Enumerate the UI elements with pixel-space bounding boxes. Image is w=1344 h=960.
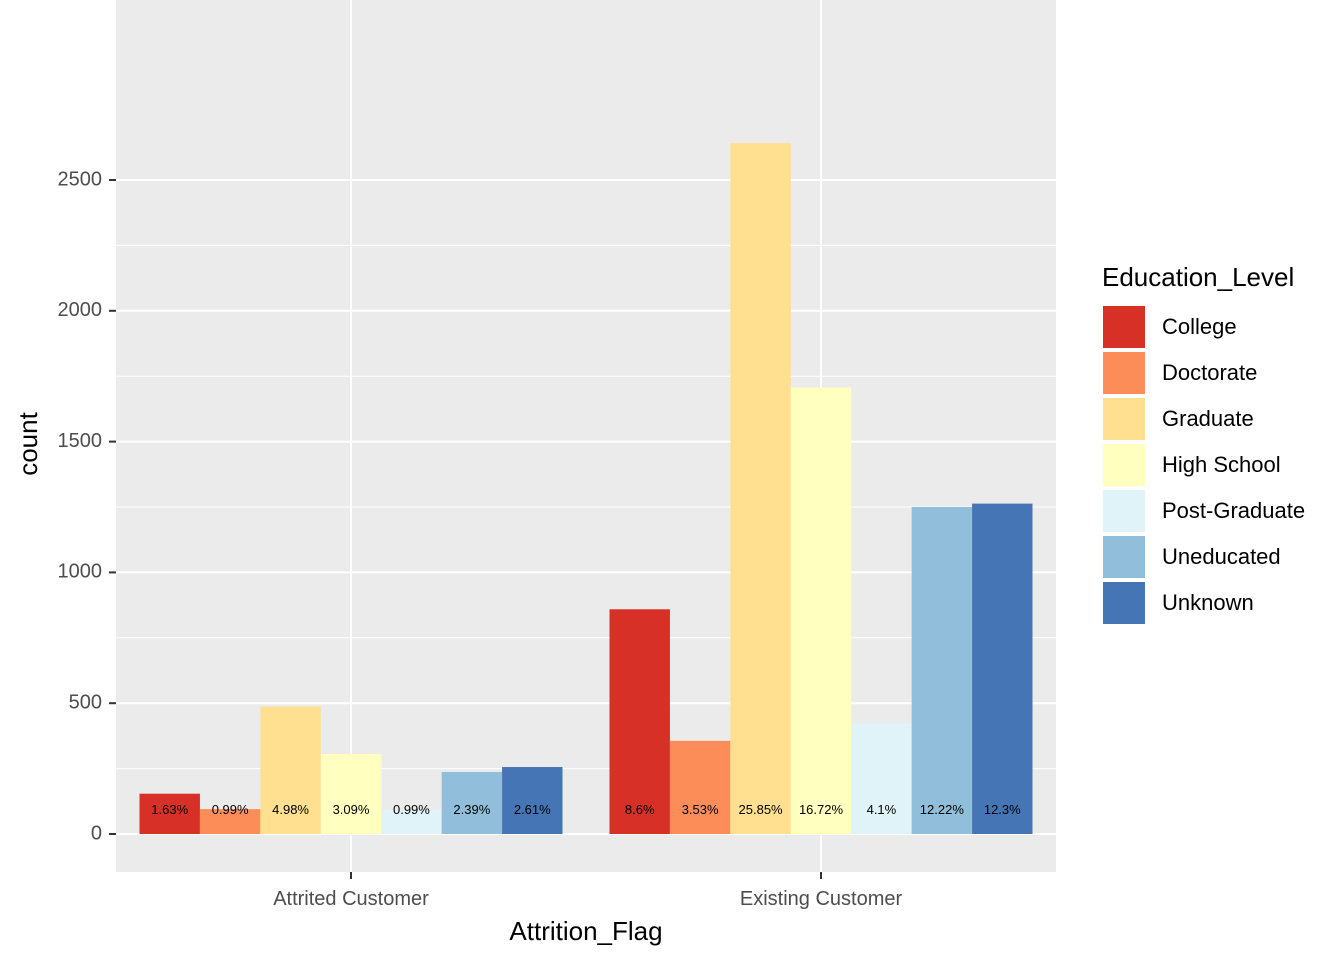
bar-labels: 1.63% 8.6% 0.99% 3.53% 4.98% 25.85% 3.09% 16.72… — [151, 802, 1021, 817]
bars — [139, 143, 1033, 835]
legend-swatch — [1103, 306, 1145, 348]
legend: Education_Level College Doctorate Graduate… — [1102, 262, 1305, 624]
x-axis-title: Attrition_Flag — [509, 916, 662, 946]
y-tick-label: 500 — [69, 691, 102, 713]
major-gridlines — [116, 0, 1056, 872]
bar — [139, 793, 200, 834]
legend-swatch — [1103, 444, 1145, 486]
bar — [911, 507, 973, 834]
bar-value-label: 4.1% — [867, 802, 897, 817]
bar-value-label: 25.85% — [739, 802, 784, 817]
bar-value-label: 3.53% — [682, 802, 719, 817]
bar — [441, 772, 503, 834]
y-axis-title: count — [13, 411, 43, 475]
bar — [320, 753, 382, 834]
bar-value-label: 0.99% — [212, 802, 249, 817]
legend-label: High School — [1162, 452, 1281, 477]
legend-label: Post-Graduate — [1162, 498, 1305, 523]
x-tick-label: Existing Customer — [740, 888, 903, 910]
bar — [669, 740, 731, 834]
bar-value-label: 3.09% — [333, 802, 370, 817]
legend-swatch — [1103, 582, 1145, 624]
x-tick-label: Attrited Customer — [273, 888, 429, 910]
bar — [730, 143, 791, 835]
bar-value-label: 8.6% — [625, 802, 655, 817]
legend-items: College Doctorate Graduate High School Post-… — [1103, 306, 1305, 624]
legend-swatch — [1103, 490, 1145, 532]
bar-value-label: 4.98% — [272, 802, 309, 817]
y-axis: 0 500 1000 1500 2000 2500 — [58, 168, 116, 844]
y-tick-label: 2500 — [58, 168, 103, 190]
legend-swatch — [1103, 536, 1145, 578]
legend-swatch — [1103, 398, 1145, 440]
y-tick-label: 2000 — [58, 299, 103, 321]
bar-value-label: 12.3% — [984, 802, 1021, 817]
bar-value-label: 1.63% — [151, 802, 188, 817]
y-tick-label: 1500 — [58, 430, 103, 452]
bar-value-label: 12.22% — [920, 802, 965, 817]
x-axis: Attrited Customer Existing Customer — [273, 872, 902, 910]
bar — [851, 723, 912, 834]
bar — [260, 706, 321, 834]
bar — [972, 503, 1033, 834]
legend-label: Uneducated — [1162, 544, 1281, 569]
y-tick-label: 0 — [91, 822, 102, 844]
legend-label: College — [1162, 314, 1237, 339]
legend-swatch — [1103, 352, 1145, 394]
legend-label: Unknown — [1162, 590, 1254, 615]
bar-value-label: 0.99% — [393, 802, 430, 817]
bar-value-label: 16.72% — [799, 802, 844, 817]
legend-title: Education_Level — [1102, 262, 1294, 292]
bar — [790, 387, 852, 834]
bar — [199, 809, 261, 834]
bar — [502, 767, 563, 834]
legend-label: Graduate — [1162, 406, 1254, 431]
bar — [381, 809, 442, 834]
bar-value-label: 2.39% — [453, 802, 490, 817]
legend-label: Doctorate — [1162, 360, 1257, 385]
y-tick-label: 1000 — [58, 561, 103, 583]
bar — [609, 609, 670, 834]
bar-value-label: 2.61% — [514, 802, 551, 817]
